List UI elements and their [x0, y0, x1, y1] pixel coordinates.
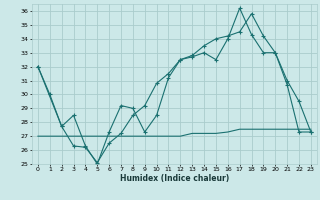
X-axis label: Humidex (Indice chaleur): Humidex (Indice chaleur) — [120, 174, 229, 183]
